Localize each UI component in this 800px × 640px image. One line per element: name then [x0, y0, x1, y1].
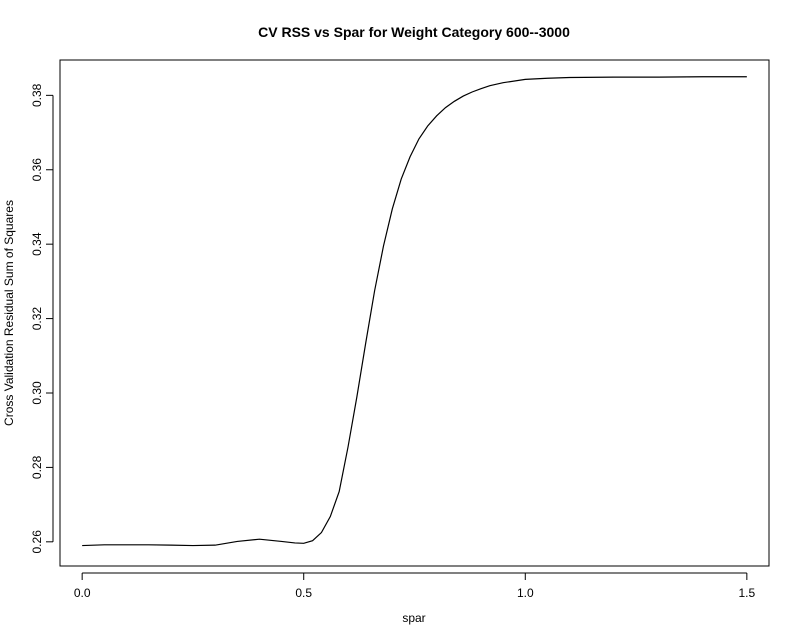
y-tick-label: 0.26 [30, 530, 44, 554]
y-axis-label: Cross Validation Residual Sum of Squares [2, 200, 16, 426]
y-tick-label: 0.28 [30, 455, 44, 479]
y-tick-label: 0.32 [30, 307, 44, 331]
plot-area-border [59, 59, 770, 567]
x-tick-label: 1.0 [517, 586, 534, 600]
x-tick-label: 0.5 [295, 586, 312, 600]
y-tick-label: 0.38 [30, 83, 44, 107]
x-axis-label: spar [402, 611, 425, 625]
chart-title: CV RSS vs Spar for Weight Category 600--… [258, 24, 570, 40]
y-axis: 0.26 0.28 0.30 0.32 0.34 0.36 0.38 [30, 83, 54, 554]
x-axis: 0.0 0.5 1.0 1.5 [74, 572, 756, 600]
y-tick-label: 0.34 [30, 232, 44, 256]
y-tick-label: 0.36 [30, 158, 44, 182]
cv-rss-line [82, 76, 747, 547]
x-tick-label: 0.0 [74, 586, 91, 600]
x-tick-label: 1.5 [739, 586, 756, 600]
y-tick-label: 0.30 [30, 381, 44, 405]
